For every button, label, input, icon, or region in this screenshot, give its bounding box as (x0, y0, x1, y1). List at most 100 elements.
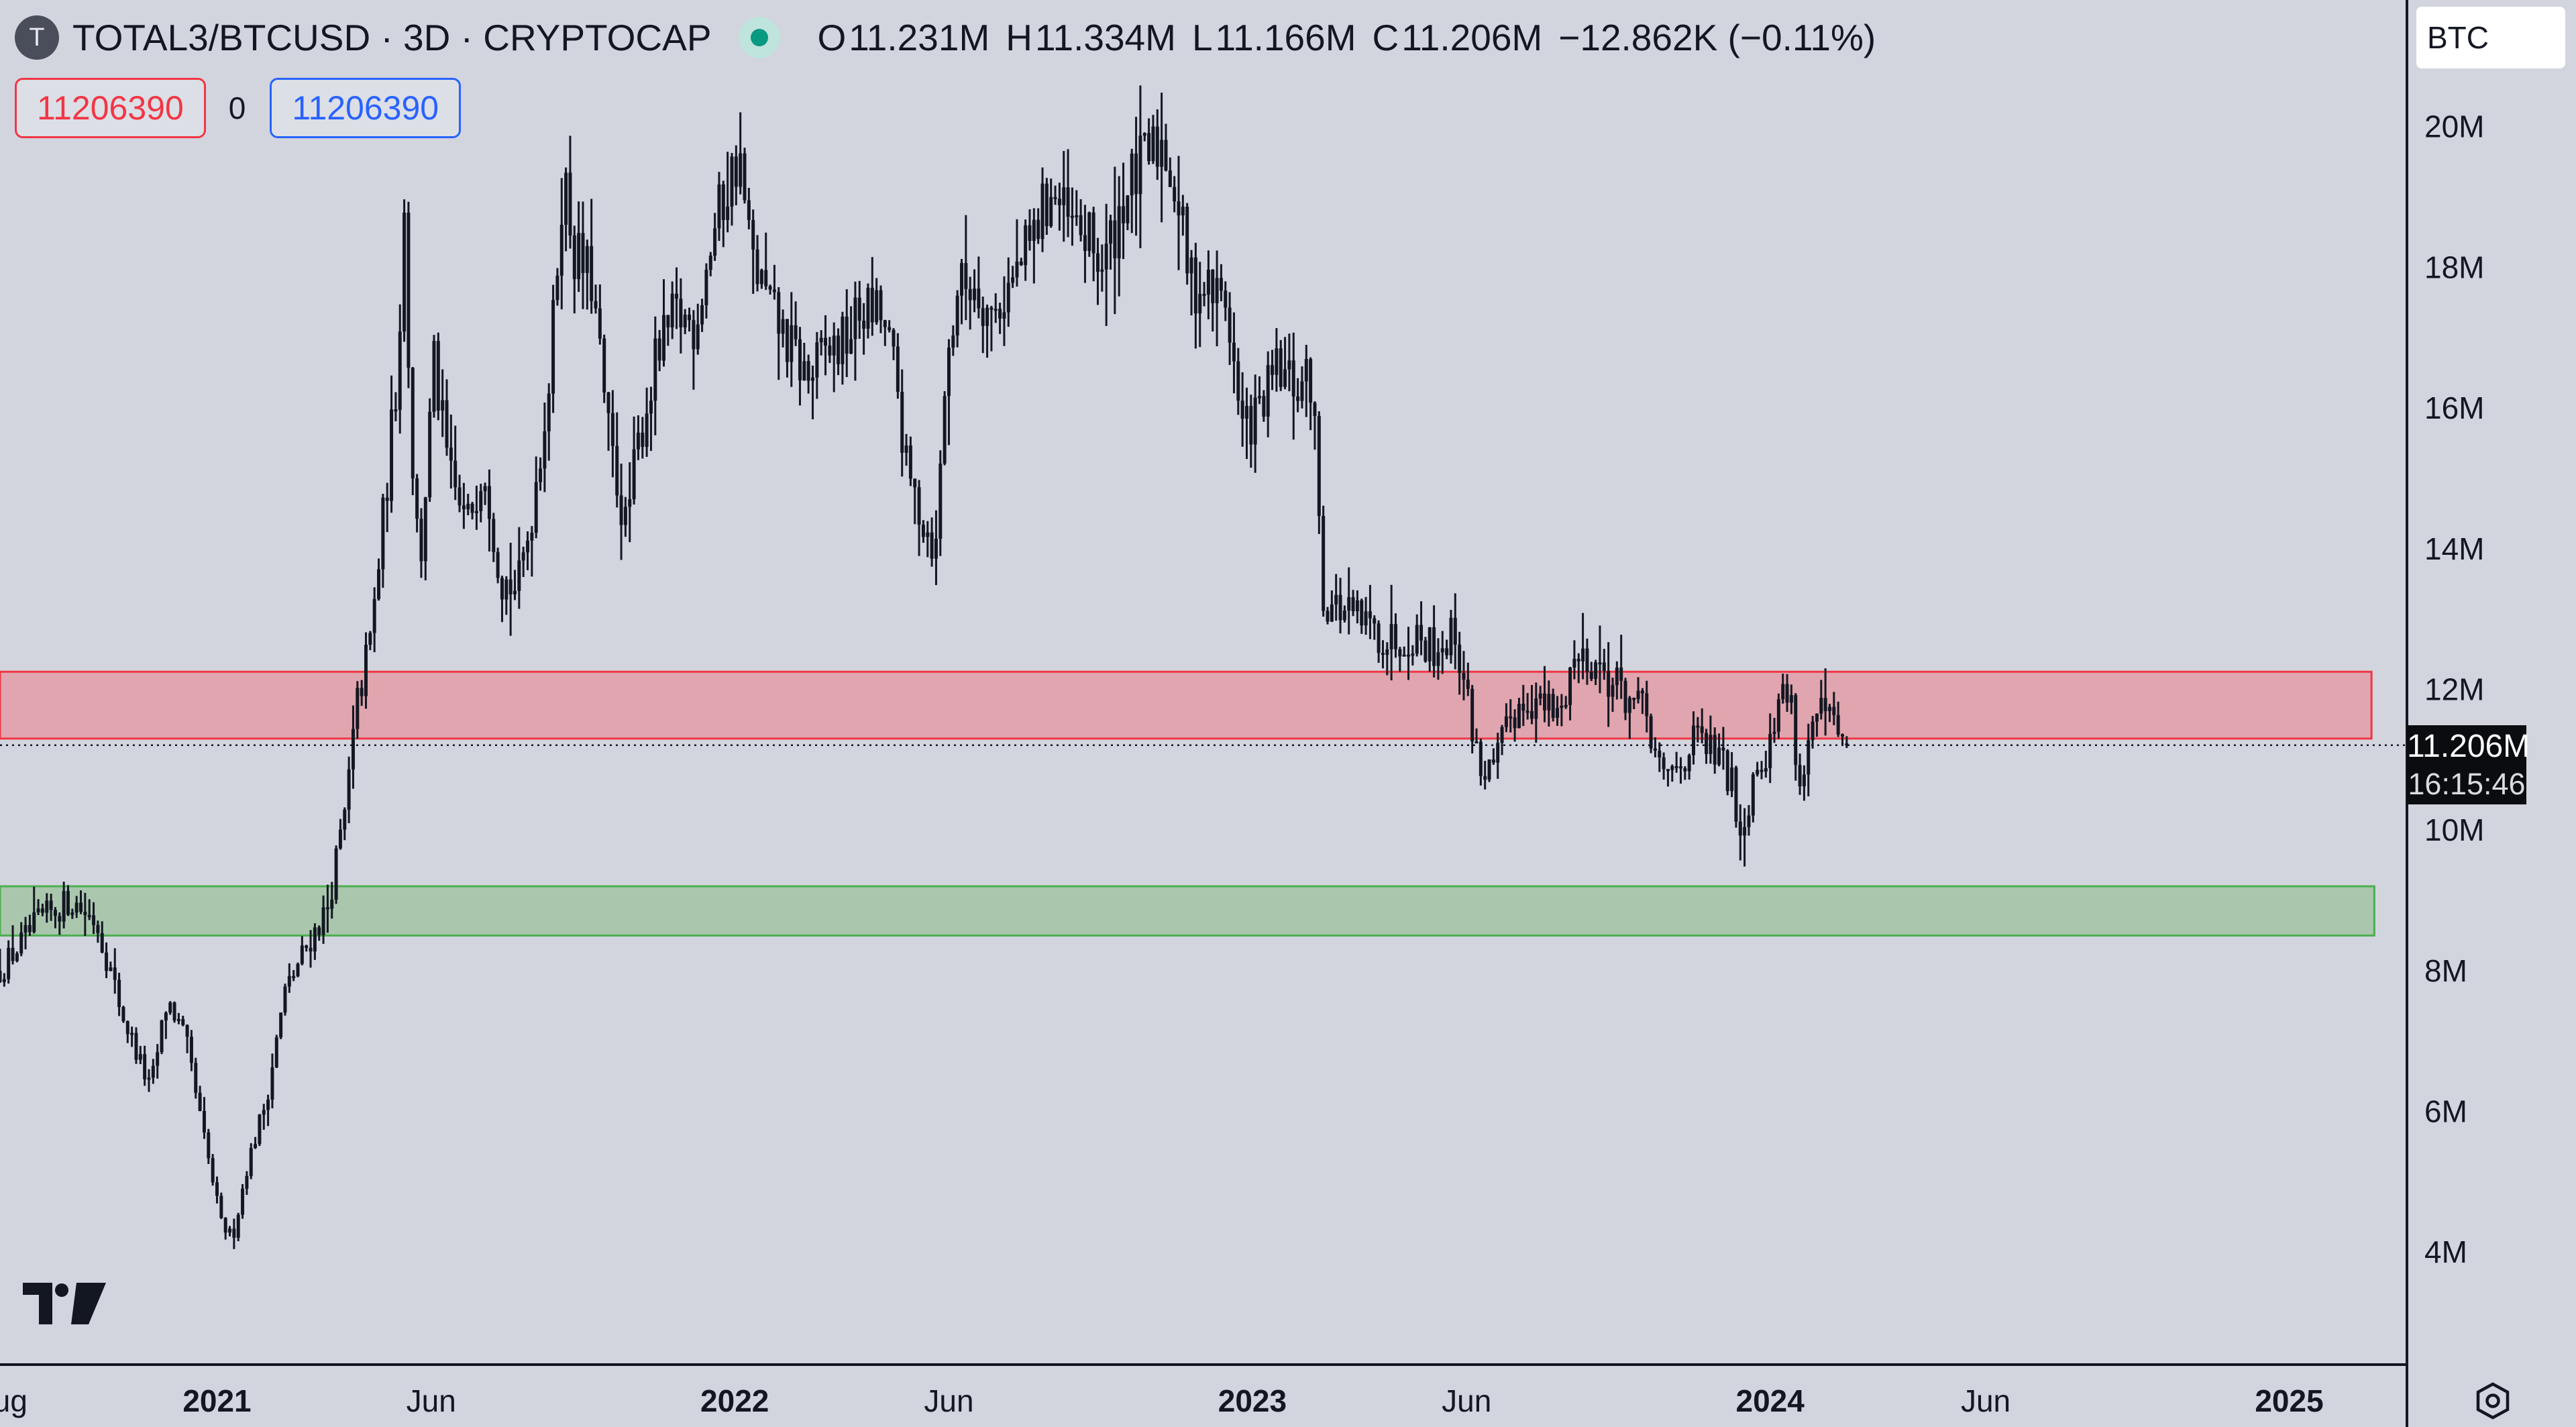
ohlc-bar-body (134, 1033, 138, 1060)
ohlc-bar-body (759, 270, 763, 284)
ohlc-bar-body (1244, 406, 1248, 419)
ohlc-bar-body (1538, 693, 1542, 699)
ohlc-bar-body (372, 598, 376, 633)
ohlc-bar-body (92, 915, 96, 925)
ohlc-bar-body (1044, 183, 1049, 227)
ohlc-bar-body (1181, 207, 1185, 216)
ohlc-bar-body (1556, 708, 1560, 719)
ohlc-bar-body (1504, 716, 1508, 727)
ohlc-bar-body (1678, 766, 1682, 769)
symbol-title[interactable]: TOTAL3/BTCUSD · 3D · CRYPTOCAP (72, 17, 712, 58)
ohlc-bar-body (1658, 750, 1662, 757)
ohlc-bar-body (811, 377, 815, 381)
ohlc-bar-body (113, 967, 117, 980)
ohlc-bar-body (713, 228, 717, 256)
ohlc-bar-body (1215, 278, 1219, 303)
ohlc-bar-body (739, 153, 743, 187)
ohlc-bar-body (1585, 648, 1589, 672)
ohlc-bar-body (781, 319, 785, 334)
ohlc-bar-body (1594, 662, 1598, 679)
ohlc-bar-body (513, 590, 517, 594)
ohlc-bar-body (1730, 768, 1734, 792)
ohlc-bar-body (79, 902, 83, 912)
currency-button[interactable]: BTC (2416, 7, 2565, 68)
ohlc-bar-body (666, 315, 670, 327)
ohlc-bar-body (1598, 662, 1602, 665)
ohlc-bar-body (675, 293, 679, 299)
ohlc-bar-body (1151, 126, 1155, 162)
last-price-value: 11.206M (2407, 728, 2530, 764)
ohlc-bar-body (755, 249, 759, 284)
ohlc-bar-body (1445, 648, 1449, 655)
ohlc-bar-body (1160, 140, 1164, 167)
y-tick-label: 12M (2424, 672, 2484, 706)
ohlc-bar-body (590, 246, 594, 301)
sell-button[interactable]: 11206390 (15, 78, 206, 138)
ohlc-bar-body (900, 392, 904, 453)
ohlc-bar-body (207, 1132, 211, 1159)
ohlc-bar-body (539, 468, 543, 482)
ohlc-bar-body (708, 256, 712, 270)
ohlc-bar-body (1147, 133, 1151, 162)
ohlc-bar-body (1483, 776, 1487, 780)
ohlc-bar-body (973, 288, 977, 301)
ohlc-bar-body (1649, 716, 1653, 749)
ohlc-bar-body (521, 552, 525, 561)
ohlc-bar-body (160, 1020, 164, 1053)
resistance-zone[interactable] (0, 670, 2373, 740)
ohlc-bar-body (1619, 667, 1623, 681)
ohlc-bar-body (1458, 644, 1462, 674)
ohlc-bar-body (938, 464, 943, 539)
ohlc-bar-body (768, 286, 772, 290)
ohlc-bar-body (1798, 765, 1802, 787)
support-zone[interactable] (0, 885, 2375, 937)
ohlc-bar-body (1841, 734, 1845, 737)
buy-button[interactable]: 11206390 (270, 78, 462, 138)
ohlc-bar-body (496, 551, 500, 578)
ohlc-bar-body (1449, 617, 1453, 655)
symbol-logo-icon[interactable]: T (15, 15, 59, 60)
ohlc-bar-body (1529, 711, 1534, 719)
ohlc-bar-body (1381, 653, 1385, 655)
ohlc-bar-body (526, 540, 530, 553)
ohlc-bar-body (619, 495, 623, 525)
ohlc-bar-body (1155, 126, 1159, 167)
ohlc-bar-body (1360, 600, 1364, 626)
buy-sell-panel: 11206390 0 11206390 (15, 78, 462, 138)
market-status-icon[interactable] (738, 17, 780, 58)
x-tick-label: Jun (924, 1383, 973, 1418)
ohlc-bar-body (1296, 396, 1300, 401)
ohlc-bar-body (321, 907, 325, 935)
ohlc-bar-body (2, 979, 6, 982)
ohlc-bar-body (432, 341, 436, 412)
ohlc-bar-body (1674, 765, 1678, 768)
ohlc-bar-body (1206, 269, 1210, 295)
ohlc-bar-body (470, 503, 474, 513)
ohlc-bar-body (219, 1196, 223, 1218)
ohlc-bar-body (441, 400, 445, 411)
ohlc-bar-body (274, 1037, 278, 1067)
ohlc-bar-body (1794, 695, 1798, 765)
ohlc-bar-body (1006, 282, 1010, 313)
ohlc-bar-body (1453, 617, 1457, 645)
ohlc-bar-body (1781, 684, 1785, 700)
ohlc-bar-body (751, 219, 755, 250)
spread-value: 0 (228, 91, 246, 125)
ohlc-bar-body (105, 952, 109, 971)
ohlc-bar-body (968, 288, 972, 301)
ohlc-bar-body (568, 172, 572, 235)
ohlc-bar-body (58, 916, 62, 922)
ohlc-bar-body (168, 1002, 172, 1013)
ohlc-bar-body (1232, 342, 1236, 362)
ohlc-bar-body (492, 519, 496, 552)
ohlc-bar-body (172, 1002, 176, 1021)
ohlc-bar-body (1807, 740, 1811, 775)
ohlc-bar-body (628, 499, 632, 507)
ohlc-bar-body (726, 206, 730, 220)
tradingview-logo-icon[interactable] (23, 1283, 106, 1324)
ohlc-bar-body (1279, 348, 1283, 387)
ohlc-bar-body (381, 497, 385, 570)
settings-icon[interactable] (2474, 1382, 2512, 1420)
ohlc-close: 11.206M (1401, 17, 1543, 58)
